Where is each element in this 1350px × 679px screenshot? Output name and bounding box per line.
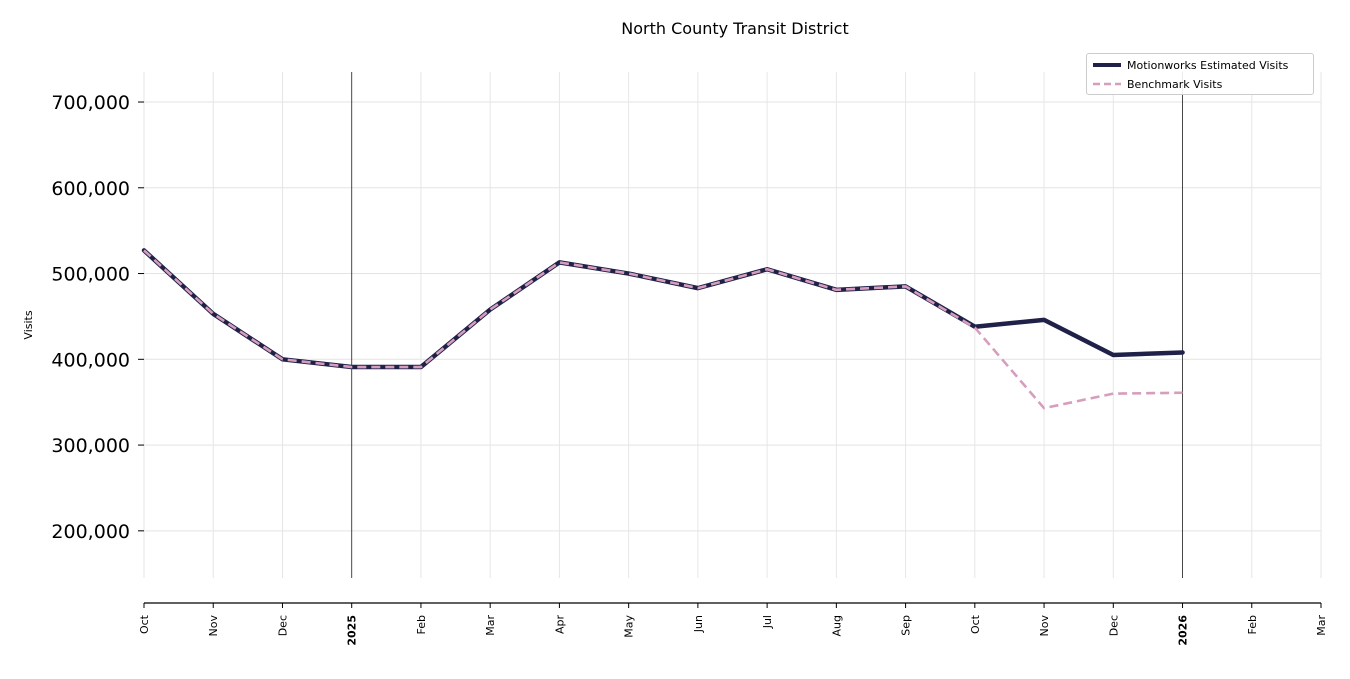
legend-swatch-estimated	[1093, 63, 1121, 67]
legend-item-estimated: Motionworks Estimated Visits	[1093, 57, 1288, 73]
legend-label-estimated: Motionworks Estimated Visits	[1127, 59, 1288, 72]
x-tick-label: Nov	[207, 615, 220, 637]
chart-title: North County Transit District	[621, 19, 848, 38]
series-line-benchmark	[144, 250, 1183, 408]
x-axis: Oct Nov Dec 2025 Feb Mar Apr May Jun Jul Aug Sep Oct…	[138, 603, 1328, 646]
x-tick-label: Feb	[1246, 615, 1259, 634]
x-tick-label: Feb	[415, 615, 428, 634]
y-axis: 200,000 300,000 400,000 500,000 600,000 700,0…	[51, 92, 144, 543]
legend-swatch-benchmark	[1093, 82, 1121, 86]
x-tick-label: Apr	[553, 615, 566, 635]
y-tick-label: 200,000	[51, 521, 130, 543]
grid	[144, 72, 1321, 578]
y-tick-label: 400,000	[51, 349, 130, 371]
series-line-estimated	[144, 250, 1183, 367]
x-tick-label: Dec	[276, 615, 289, 636]
x-tick-label: Dec	[1107, 615, 1120, 636]
x-tick-label: Sep	[900, 615, 913, 636]
x-tick-label: 2026	[1177, 615, 1190, 646]
x-tick-label: Nov	[1038, 615, 1051, 637]
legend: Motionworks Estimated Visits Benchmark V…	[1086, 53, 1314, 95]
x-tick-label: Oct	[969, 614, 982, 634]
y-tick-label: 300,000	[51, 435, 130, 457]
x-tick-label: Mar	[484, 615, 497, 636]
x-tick-label: Jun	[692, 615, 705, 633]
y-tick-label: 700,000	[51, 92, 130, 114]
x-tick-label: May	[623, 615, 636, 638]
y-axis-label: Visits	[22, 310, 35, 339]
y-tick-label: 600,000	[51, 178, 130, 200]
legend-label-benchmark: Benchmark Visits	[1127, 78, 1222, 91]
x-tick-label: Aug	[830, 615, 843, 636]
y-tick-label: 500,000	[51, 264, 130, 286]
x-tick-label: Oct	[138, 614, 151, 634]
x-tick-label: 2025	[346, 615, 359, 646]
x-tick-label: Jul	[761, 615, 774, 629]
x-tick-label: Mar	[1315, 615, 1328, 636]
legend-item-benchmark: Benchmark Visits	[1093, 76, 1222, 92]
